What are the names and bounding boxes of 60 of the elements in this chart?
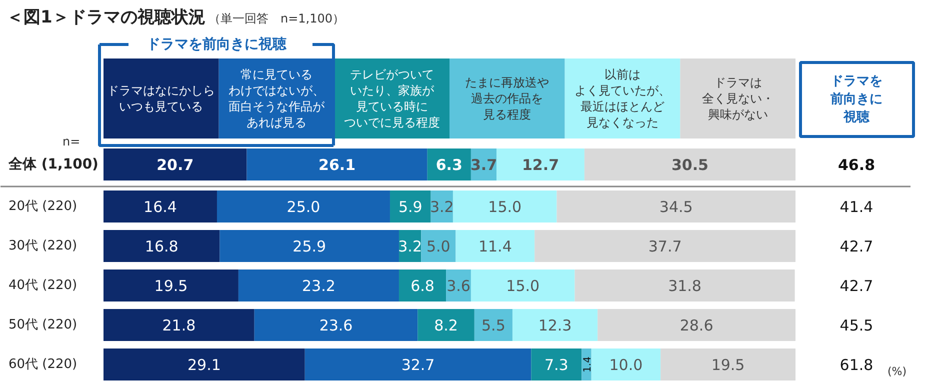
data-label: 16.4 — [144, 198, 177, 216]
data-label: 6.8 — [410, 277, 434, 295]
y-tick-label: 60代 (220) — [8, 357, 78, 372]
data-label: 21.8 — [162, 316, 196, 334]
data-label: 23.2 — [302, 277, 336, 295]
text: たまに再放送や過去の作品を見る程度 — [465, 76, 550, 122]
data-label: 12.3 — [538, 316, 572, 334]
data-label: 32.7 — [401, 356, 435, 374]
text: n= — [62, 134, 80, 148]
series-label: 常に見ているわけではないが、面白そうな作品があれば見る — [228, 68, 326, 130]
data-label: 15.0 — [488, 198, 522, 216]
data-label: 6.3 — [436, 156, 462, 174]
text: 61.8 — [840, 356, 874, 374]
text: 45.5 — [840, 316, 874, 334]
data-label: 23.6 — [319, 316, 353, 334]
text: ドラマを前向きに視聴 — [830, 74, 882, 125]
data-label: 37.7 — [648, 238, 682, 256]
data-label: 19.5 — [154, 277, 188, 295]
data-label: 26.1 — [318, 156, 356, 174]
data-label: 5.9 — [398, 198, 422, 216]
data-label: 11.4 — [478, 238, 512, 256]
y-tick-label: 50代 (220) — [8, 318, 78, 332]
data-label: 29.1 — [187, 356, 221, 374]
data-label: 1.4 — [582, 356, 594, 372]
data-label: 34.5 — [659, 198, 693, 216]
data-label: 30.5 — [671, 156, 708, 174]
series-label: テレビがついていたり、家族が見ている時についでに見る程度 — [344, 68, 440, 130]
data-label: 5.5 — [482, 316, 506, 334]
series-label: 以前はよく見ていたが、最近はほとんど見なくなった — [574, 68, 670, 130]
data-label: 15.0 — [506, 277, 540, 295]
text: ドラマは全く見ない・興味がない — [702, 76, 774, 122]
data-label: 3.2 — [430, 198, 454, 216]
text: 42.7 — [840, 238, 874, 256]
data-label: 25.9 — [292, 238, 326, 256]
y-tick-label: 40代 (220) — [8, 278, 78, 293]
text: ドラマはなにかしらいつも見ている — [107, 84, 216, 114]
data-label: 12.7 — [522, 156, 560, 174]
y-tick-label: 20代 (220) — [8, 199, 78, 214]
data-label: 5.0 — [426, 238, 450, 256]
data-label: 10.0 — [609, 356, 643, 374]
text: ドラマを前向きに視聴 — [146, 36, 288, 52]
data-label: 28.6 — [680, 316, 714, 334]
y-tick-label: 30代 (220) — [8, 238, 78, 254]
text: 42.7 — [840, 277, 874, 295]
text: 46.8 — [838, 156, 876, 174]
data-label: 8.2 — [434, 316, 458, 334]
data-label: 3.2 — [398, 238, 422, 256]
data-label: 25.0 — [286, 198, 320, 216]
chart-title: ＜図1＞ドラマの視聴状況 — [6, 8, 206, 28]
data-label: 20.7 — [156, 156, 194, 174]
data-label: 16.8 — [144, 238, 178, 256]
y-tick-label: 全体 (1,100) — [8, 156, 98, 172]
chart-subtitle: （単一回答 n=1,100） — [208, 12, 345, 26]
data-label: 7.3 — [544, 356, 568, 374]
text: 41.4 — [840, 198, 874, 216]
text: (%) — [888, 365, 907, 378]
data-label: 3.6 — [446, 277, 470, 295]
data-label: 31.8 — [668, 277, 702, 295]
data-label: 19.5 — [711, 356, 745, 374]
data-label: 3.7 — [470, 156, 498, 174]
